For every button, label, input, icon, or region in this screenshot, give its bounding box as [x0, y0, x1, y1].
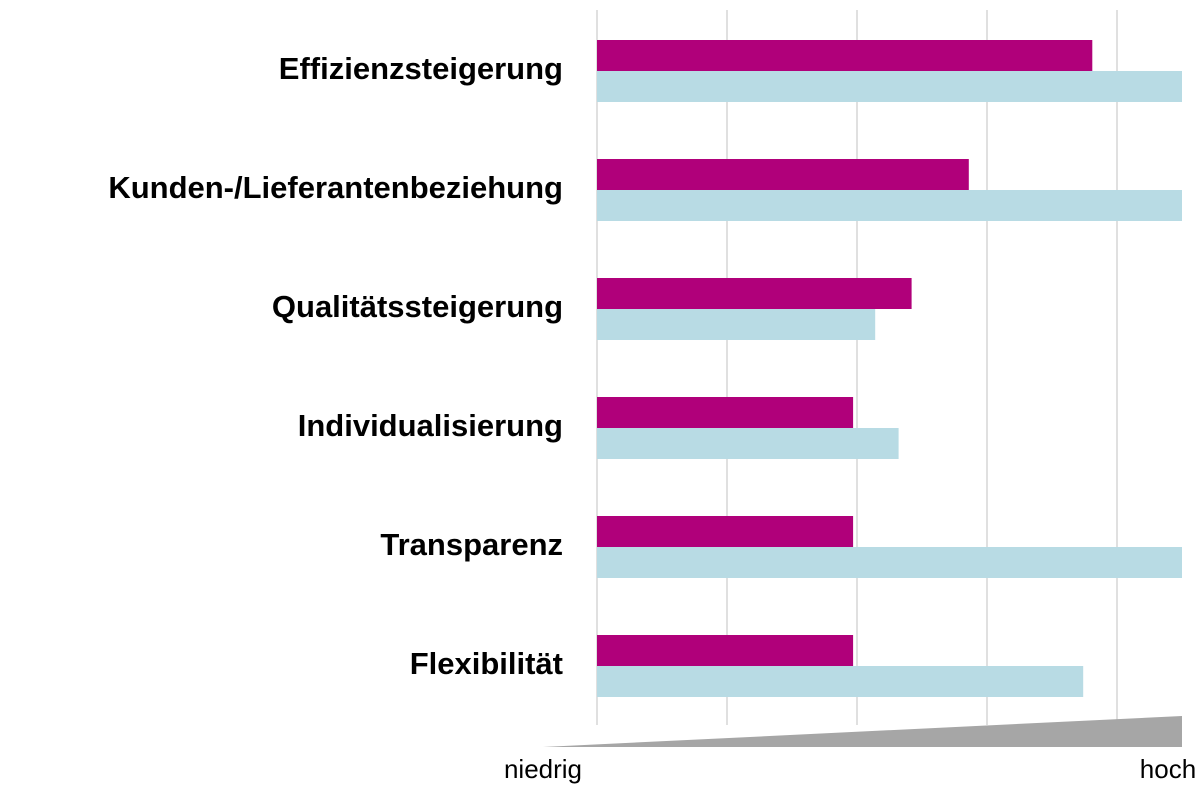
bar	[597, 309, 876, 340]
bar	[597, 666, 1084, 697]
category-label: Individualisierung	[298, 408, 563, 443]
bar	[597, 40, 1093, 71]
bar	[597, 278, 912, 309]
scale-wedge	[543, 716, 1182, 747]
category-label: Effizienzsteigerung	[279, 51, 563, 86]
low-label: niedrig	[504, 754, 582, 784]
category-label: Qualitätssteigerung	[272, 289, 563, 324]
bar	[597, 71, 1182, 102]
bar	[597, 190, 1182, 221]
bar	[597, 635, 854, 666]
category-label: Flexibilität	[410, 646, 563, 681]
bar	[597, 428, 899, 459]
high-label: hoch	[1140, 754, 1196, 784]
bar	[597, 397, 854, 428]
category-label: Transparenz	[380, 527, 563, 562]
bar	[597, 159, 969, 190]
bar	[597, 516, 854, 547]
category-label: Kunden-/Lieferantenbeziehung	[108, 170, 563, 205]
bar	[597, 547, 1182, 578]
